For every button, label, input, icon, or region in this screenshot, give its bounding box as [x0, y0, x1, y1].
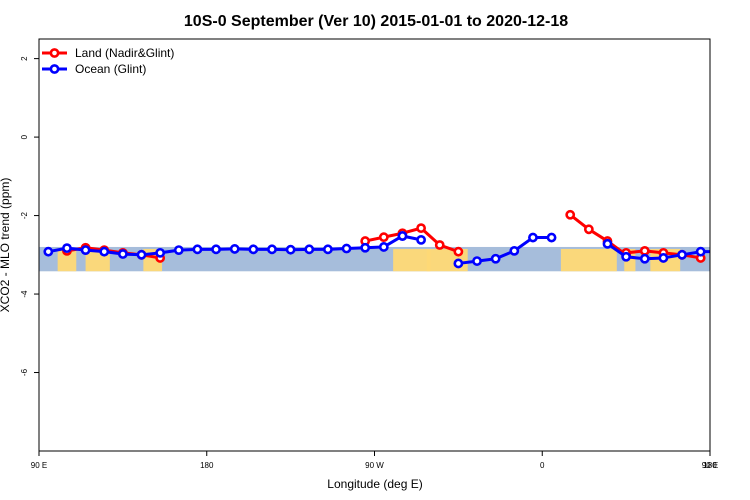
x-tick-label: 180	[200, 461, 214, 470]
data-point	[285, 244, 296, 255]
land-patch	[393, 248, 431, 272]
legend-label: Ocean (Glint)	[75, 62, 146, 76]
data-point	[565, 209, 576, 220]
x-tick-label: 90 E	[702, 461, 718, 470]
data-point	[434, 240, 445, 250]
x-tick-label: 90 W	[365, 461, 384, 470]
data-point	[472, 256, 482, 266]
legend: Land (Nadir&Glint) Ocean (Glint)	[42, 46, 174, 76]
data-point	[658, 253, 669, 263]
data-point	[99, 246, 110, 257]
data-point	[677, 249, 687, 260]
data-point	[378, 232, 389, 243]
data-point	[716, 248, 723, 255]
data-point	[416, 223, 426, 234]
land-patch	[624, 248, 636, 272]
series-ocean	[43, 231, 741, 269]
data-point	[192, 244, 203, 255]
data-point	[583, 224, 594, 235]
y-tick-label: -6	[20, 368, 29, 376]
data-point	[211, 244, 221, 255]
y-tick-label: -4	[20, 290, 29, 298]
data-point	[639, 245, 650, 256]
data-point	[136, 249, 147, 260]
data-point	[229, 244, 240, 254]
data-point	[80, 245, 91, 256]
data-point	[528, 232, 538, 243]
y-axis-label: XCO2 - MLO trend (ppm)	[0, 178, 12, 313]
data-point	[304, 244, 315, 255]
x-tick-label: 90 E	[31, 461, 47, 470]
data-point	[173, 245, 184, 256]
data-point	[360, 242, 371, 253]
data-point	[397, 231, 408, 241]
data-point	[248, 244, 259, 255]
data-point	[341, 243, 352, 254]
data-point	[117, 249, 128, 259]
data-point	[639, 253, 650, 264]
data-point	[453, 246, 464, 257]
y-tick-label: 2	[20, 56, 29, 61]
chart-title: 10S-0 September (Ver 10) 2015-01-01 to 2…	[184, 13, 568, 30]
data-point	[155, 247, 166, 258]
series-layer	[43, 209, 741, 269]
y-tick-label: -2	[20, 211, 29, 219]
data-point	[323, 244, 333, 255]
legend-marker	[49, 64, 60, 74]
data-point	[695, 246, 706, 257]
x-tick-label: 180	[703, 461, 717, 470]
land-patch	[560, 248, 617, 272]
data-point	[416, 234, 426, 245]
x-tick-label: 0	[540, 461, 545, 470]
data-point	[378, 242, 389, 252]
land-patch	[57, 248, 77, 272]
data-point	[453, 258, 464, 269]
data-point	[546, 232, 557, 243]
data-point	[62, 243, 72, 254]
legend-label: Land (Nadir&Glint)	[75, 46, 174, 60]
series-line	[606, 242, 710, 261]
x-axis-label: Longitude (deg E)	[327, 477, 422, 491]
data-point	[490, 253, 501, 264]
y-tick-label: 0	[20, 134, 29, 139]
data-point	[43, 246, 54, 257]
legend-marker	[49, 48, 60, 58]
data-point	[621, 251, 632, 262]
data-point	[734, 243, 741, 250]
series-line	[569, 213, 628, 257]
data-point	[267, 244, 277, 255]
data-point	[602, 238, 613, 249]
data-point	[509, 245, 520, 256]
